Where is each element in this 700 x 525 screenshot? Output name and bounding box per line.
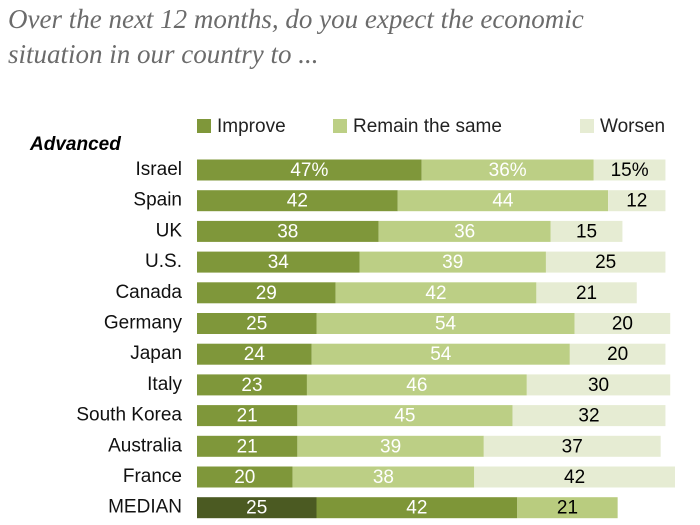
bar-segment — [306, 374, 527, 396]
bar-segment — [474, 466, 675, 488]
value-label: 42 — [425, 283, 446, 304]
value-label: 25 — [246, 314, 267, 335]
value-label: 20 — [234, 467, 255, 488]
legend-swatch — [197, 119, 211, 133]
category-label: Canada — [115, 282, 182, 303]
value-label: 37 — [562, 436, 583, 457]
bar-segment — [569, 343, 666, 365]
value-label: 24 — [244, 344, 266, 365]
bar-segment — [197, 190, 398, 212]
bar-segment — [550, 220, 623, 242]
category-label: U.S. — [145, 251, 182, 272]
bar-segment — [359, 251, 546, 273]
bar-segment — [608, 190, 666, 212]
legend-label: Worsen — [600, 116, 665, 137]
category-label: Italy — [147, 374, 182, 395]
bar-segment — [197, 282, 336, 304]
group-label: Advanced — [29, 134, 121, 155]
category-label: Spain — [133, 190, 182, 211]
value-label: 42 — [287, 191, 308, 212]
bar-segment — [197, 405, 298, 427]
chart-title: Over the next 12 months, do you expect t… — [8, 4, 584, 69]
value-label: 15 — [576, 221, 597, 242]
category-label: South Korea — [76, 405, 182, 426]
bar-segment — [311, 343, 570, 365]
value-label: 44 — [492, 191, 514, 212]
bar-segment — [574, 313, 671, 334]
value-label: 39 — [442, 252, 463, 273]
bar-segment — [197, 497, 317, 519]
bar-segment — [512, 405, 666, 427]
value-label: 45 — [394, 406, 415, 427]
value-label: 39 — [380, 436, 401, 457]
bar-segment — [197, 220, 379, 242]
value-label: 23 — [241, 375, 262, 396]
bar-segment — [197, 435, 298, 457]
value-label: 32 — [578, 406, 599, 427]
value-label: 15% — [611, 160, 649, 181]
value-label: 21 — [576, 283, 597, 304]
bar-segment — [197, 251, 360, 273]
bar-segment — [197, 159, 422, 181]
value-label: 25 — [595, 252, 616, 273]
bar-segment — [197, 313, 317, 334]
bar-segment — [545, 251, 666, 273]
bar-segment — [197, 466, 293, 488]
bar-segment — [292, 466, 475, 488]
category-label: Israel — [136, 159, 182, 180]
bar-segment — [593, 159, 666, 181]
category-label: Germany — [104, 313, 183, 334]
bar-segment — [197, 343, 312, 365]
bar-segment — [316, 497, 518, 519]
bar-segment — [526, 374, 671, 396]
value-label: 54 — [430, 344, 452, 365]
legend-swatch — [580, 119, 594, 133]
legend-label: Improve — [217, 116, 286, 137]
bar-segment — [536, 282, 637, 304]
bar-segment — [316, 313, 575, 334]
value-label: 29 — [256, 283, 277, 304]
value-label: 38 — [277, 221, 298, 242]
bar-segment — [483, 435, 661, 457]
value-label: 36% — [489, 160, 527, 181]
bar-segment — [378, 220, 551, 242]
legend-swatch — [333, 119, 347, 133]
value-label: 36 — [454, 221, 475, 242]
bar-segment — [517, 497, 618, 519]
category-label: Australia — [108, 435, 182, 456]
value-label: 20 — [607, 344, 628, 365]
value-label: 47% — [290, 160, 328, 181]
value-label: 25 — [246, 498, 267, 519]
value-label: 12 — [626, 191, 647, 212]
value-label: 42 — [564, 467, 585, 488]
bar-segment — [297, 435, 484, 457]
bar-segment — [397, 190, 609, 212]
value-label: 21 — [237, 406, 258, 427]
bar-segment — [335, 282, 537, 304]
category-label: Japan — [130, 343, 182, 364]
category-label: UK — [156, 220, 183, 241]
bar-segment — [421, 159, 594, 181]
value-label: 54 — [435, 314, 457, 335]
legend-label: Remain the same — [353, 116, 502, 137]
category-label: MEDIAN — [108, 497, 182, 518]
value-label: 34 — [268, 252, 290, 273]
bar-segment — [197, 374, 307, 396]
bar-segment — [297, 405, 513, 427]
value-label: 20 — [612, 314, 633, 335]
value-label: 38 — [373, 467, 394, 488]
value-label: 46 — [406, 375, 427, 396]
value-label: 21 — [237, 436, 258, 457]
value-label: 30 — [588, 375, 609, 396]
value-label: 21 — [557, 498, 578, 519]
category-label: France — [123, 466, 182, 487]
value-label: 42 — [406, 498, 427, 519]
